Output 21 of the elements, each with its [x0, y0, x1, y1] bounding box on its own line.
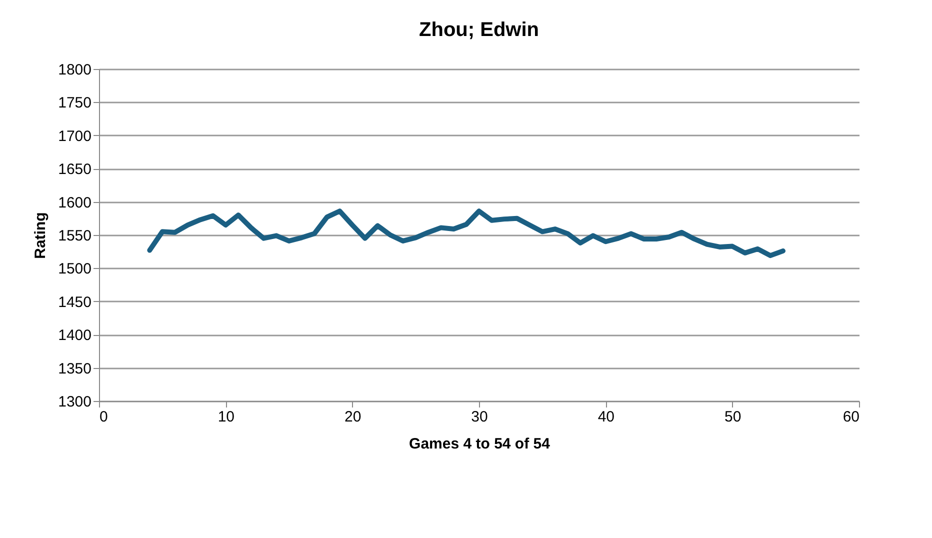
x-tick-label: 10 — [218, 408, 235, 426]
y-tick-label: 1600 — [58, 194, 92, 212]
y-tick-label: 1700 — [58, 128, 92, 145]
y-tick-label: 1550 — [58, 228, 92, 244]
y-tick-label: 1800 — [58, 62, 92, 78]
y-tick-label: 1450 — [58, 294, 92, 311]
chart-title: Zhou; Edwin — [419, 19, 539, 41]
x-tick-label: 30 — [471, 408, 488, 426]
y-tick-label: 1500 — [58, 260, 92, 278]
y-tick-label: 1750 — [58, 94, 92, 112]
x-tick-label: 0 — [100, 408, 108, 426]
y-tick-label: 1350 — [58, 360, 92, 378]
y-tick-label: 1400 — [58, 327, 92, 344]
x-tick-label: 50 — [724, 408, 742, 426]
x-tick-label: 20 — [344, 408, 362, 426]
y-tick-label: 1300 — [58, 394, 92, 410]
x-axis-title: Games 4 to 54 of 54 — [409, 436, 551, 452]
x-tick-label: 40 — [598, 408, 615, 426]
y-tick-label: 1650 — [58, 161, 92, 178]
y-axis-title: Rating — [32, 212, 50, 259]
x-tick-label: 60 — [842, 408, 860, 426]
